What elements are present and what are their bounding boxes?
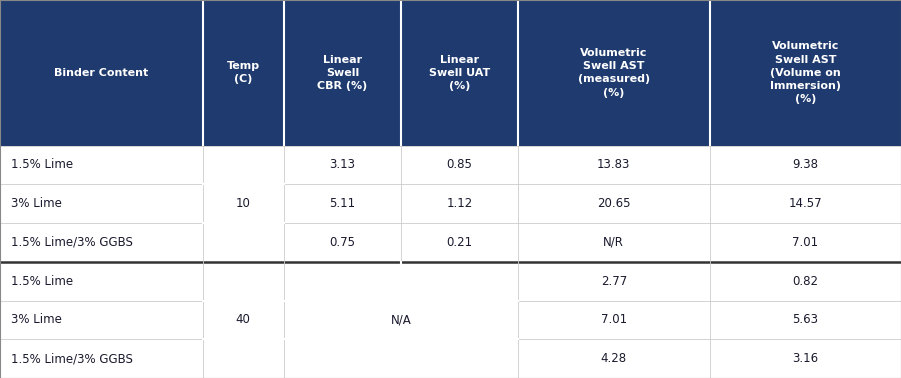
Text: N/A: N/A: [390, 313, 412, 326]
Text: 1.5% Lime: 1.5% Lime: [11, 158, 73, 171]
Text: 3.13: 3.13: [330, 158, 355, 171]
Text: 7.01: 7.01: [792, 236, 818, 249]
Text: N/R: N/R: [604, 236, 624, 249]
Text: 0.85: 0.85: [447, 158, 472, 171]
Text: 0.82: 0.82: [792, 275, 818, 288]
Text: 0.21: 0.21: [447, 236, 472, 249]
Text: 1.5% Lime/3% GGBS: 1.5% Lime/3% GGBS: [11, 236, 132, 249]
Bar: [0, 0, 203, 146]
Text: 14.57: 14.57: [788, 197, 822, 210]
Text: 1.5% Lime: 1.5% Lime: [11, 275, 73, 288]
Bar: [518, 0, 709, 146]
Text: Binder Content: Binder Content: [54, 68, 149, 78]
Text: 0.75: 0.75: [330, 236, 355, 249]
Text: 1.12: 1.12: [446, 197, 473, 210]
Text: 4.28: 4.28: [601, 352, 627, 365]
Text: 9.38: 9.38: [792, 158, 818, 171]
Text: 3% Lime: 3% Lime: [11, 197, 61, 210]
Text: Linear
Swell UAT
(%): Linear Swell UAT (%): [429, 54, 490, 91]
Text: 40: 40: [236, 313, 250, 326]
Text: 5.63: 5.63: [792, 313, 818, 326]
Text: 10: 10: [236, 197, 250, 210]
Text: 2.77: 2.77: [601, 275, 627, 288]
Text: 13.83: 13.83: [597, 158, 631, 171]
Bar: [0, 146, 901, 378]
Text: Volumetric
Swell AST
(Volume on
Immersion)
(%): Volumetric Swell AST (Volume on Immersio…: [769, 41, 841, 104]
Text: Volumetric
Swell AST
(measured)
(%): Volumetric Swell AST (measured) (%): [578, 48, 650, 98]
Text: 3% Lime: 3% Lime: [11, 313, 61, 326]
Text: Temp
(C): Temp (C): [227, 61, 259, 84]
Bar: [284, 0, 401, 146]
Bar: [401, 0, 518, 146]
Text: 20.65: 20.65: [597, 197, 631, 210]
Bar: [203, 0, 284, 146]
Text: 3.16: 3.16: [792, 352, 818, 365]
Text: 7.01: 7.01: [601, 313, 627, 326]
Text: 5.11: 5.11: [330, 197, 355, 210]
Text: 1.5% Lime/3% GGBS: 1.5% Lime/3% GGBS: [11, 352, 132, 365]
Text: Linear
Swell
CBR (%): Linear Swell CBR (%): [317, 54, 368, 91]
Bar: [710, 0, 901, 146]
